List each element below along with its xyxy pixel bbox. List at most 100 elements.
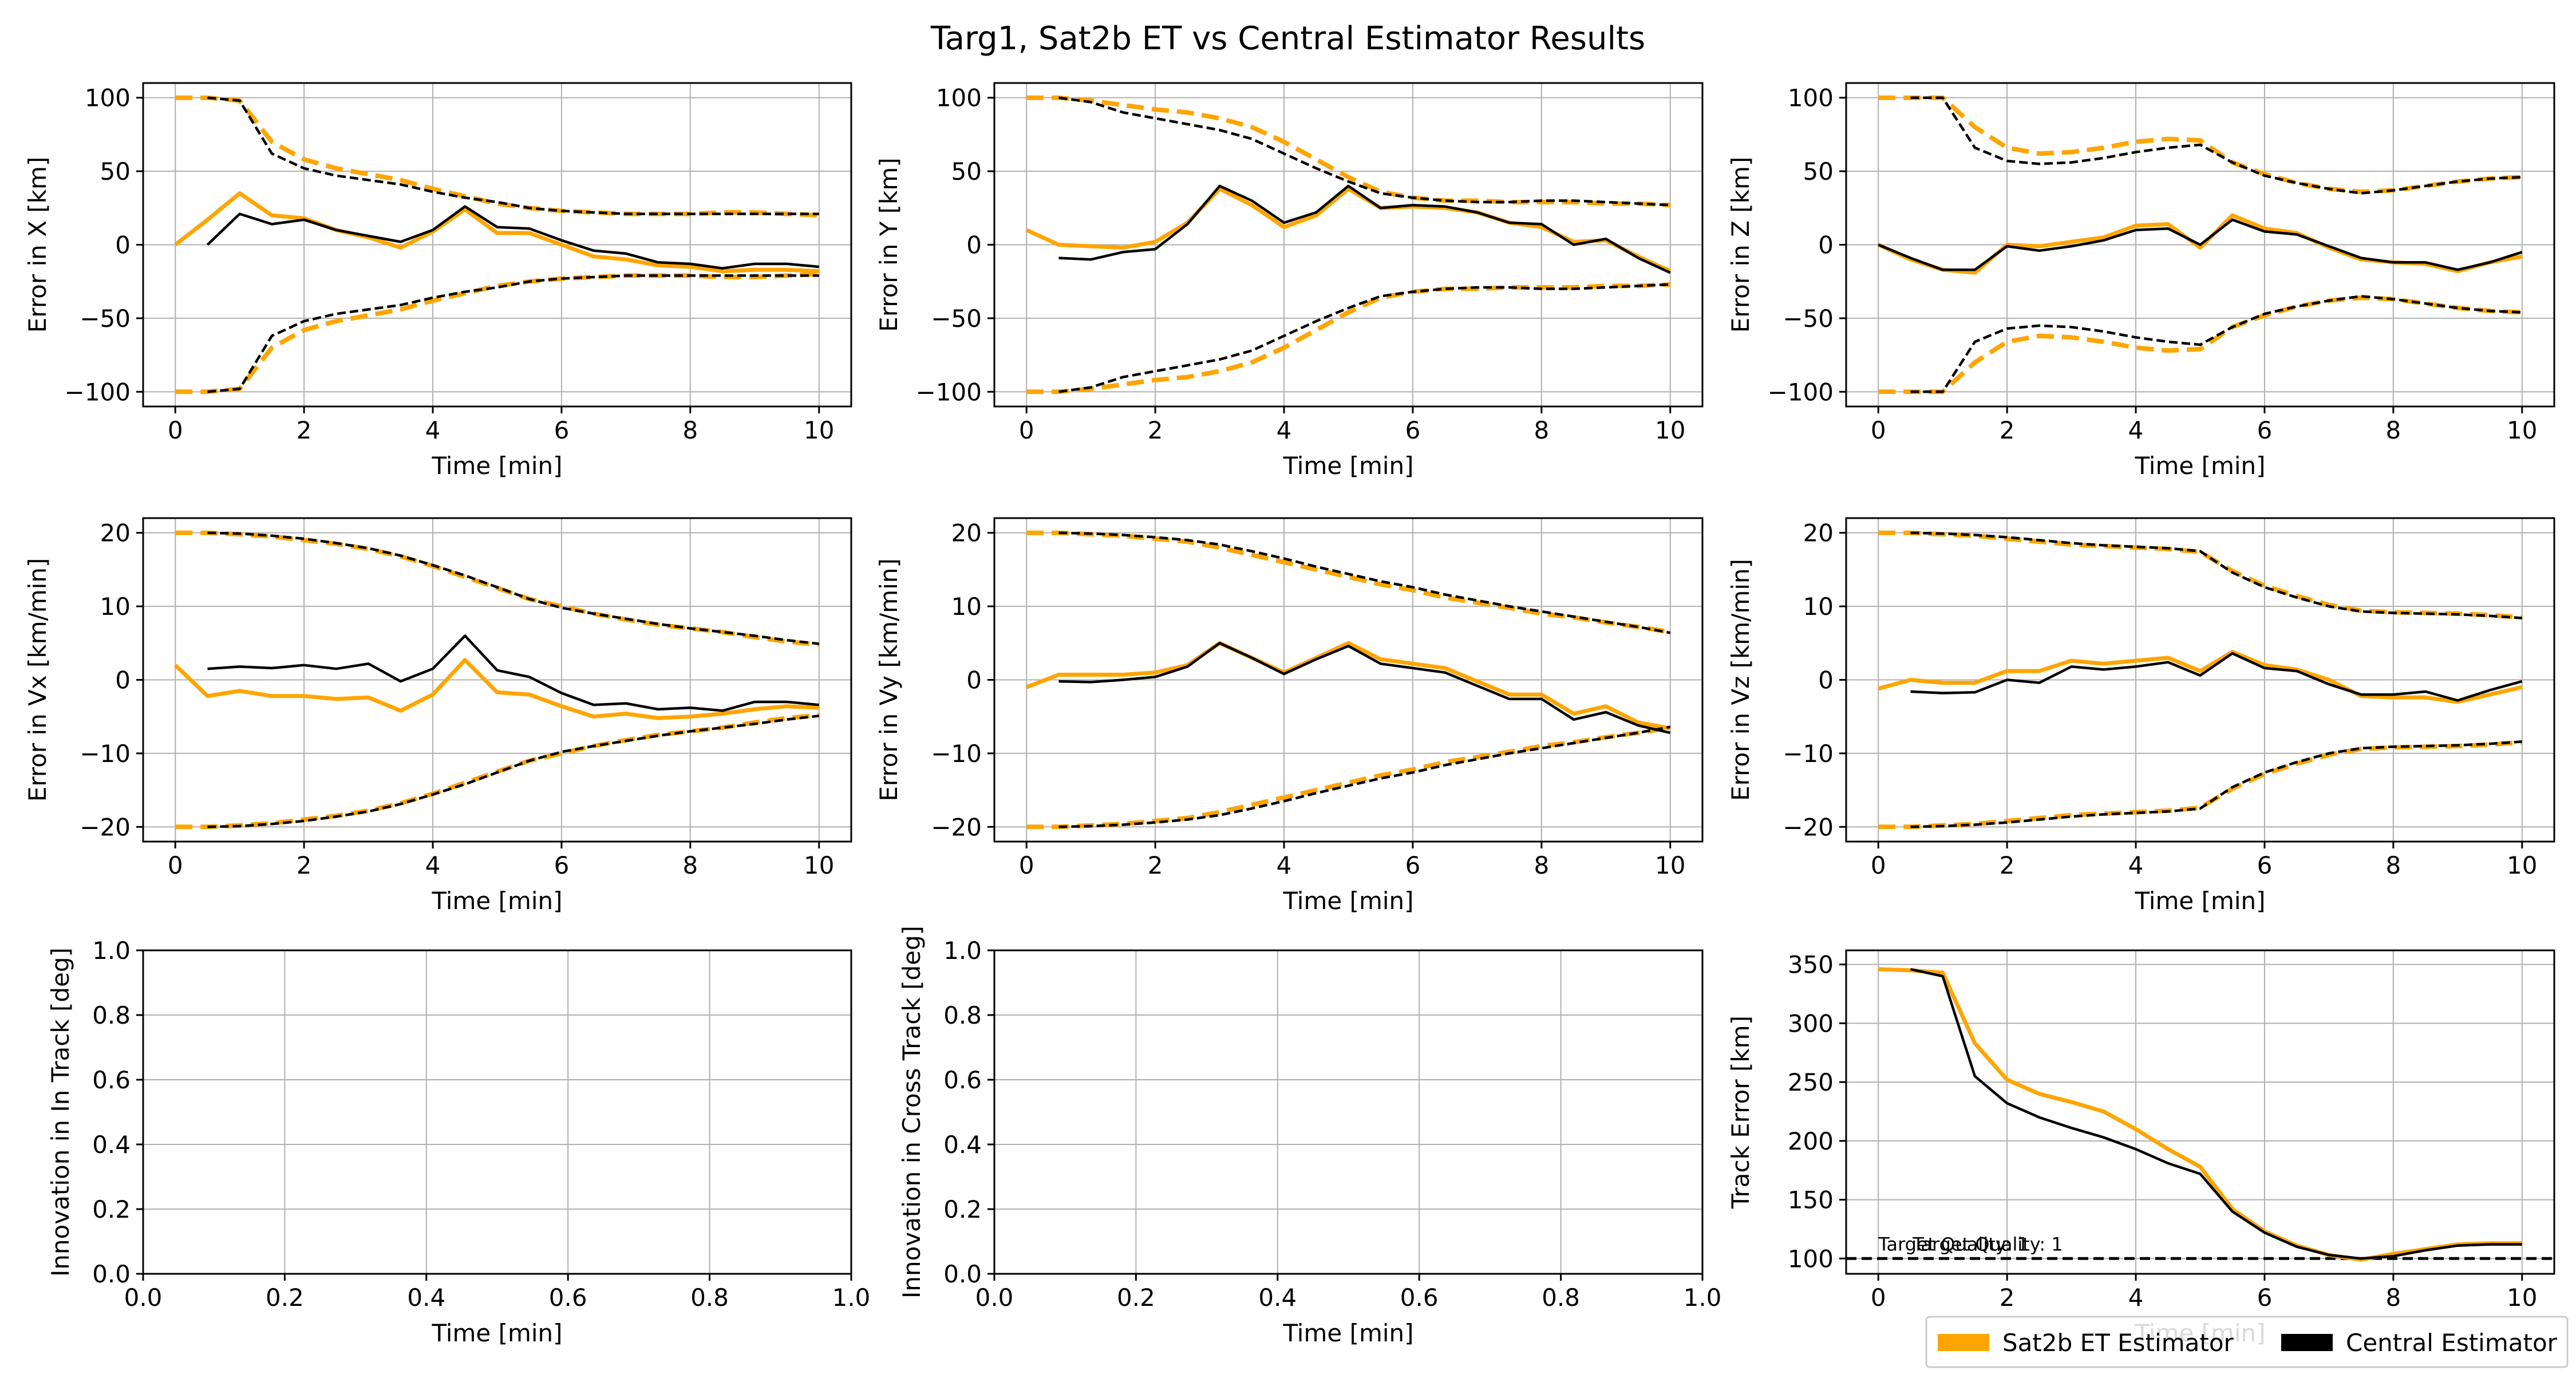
series-sat2b-error: [1878, 650, 2523, 704]
x-tick-label: 10: [2507, 416, 2537, 444]
x-tick-label: 2: [2000, 1284, 2015, 1312]
x-tick-label: 0.6: [1400, 1284, 1439, 1312]
y-tick-label: 100: [1788, 1245, 1834, 1273]
x-tick-label: 0.8: [1542, 1284, 1580, 1312]
panel-error-x: 0 2 4 6 8 10 −100 −50 0 50 100 Time [min] Error in X…: [23, 82, 852, 480]
x-tick-label: 0: [1019, 851, 1034, 879]
x-tick-label: 10: [1655, 851, 1685, 879]
y-tick-label: 20: [951, 519, 982, 547]
series-sat2b-error: [173, 658, 819, 720]
x-tick-label: 2: [1148, 416, 1163, 444]
x-tick-label: 0: [168, 851, 183, 879]
y-tick-label: 0.0: [92, 1260, 131, 1288]
y-axis-label: Innovation in In Track [deg]: [46, 947, 74, 1277]
x-tick-label: 1.0: [1684, 1284, 1722, 1312]
plot-area-error-vy: [1025, 530, 1671, 830]
x-axis-label: Time [min]: [431, 1319, 562, 1347]
y-tick-label: 0.6: [92, 1066, 131, 1094]
x-tick-label: 4: [2128, 1284, 2144, 1312]
y-tick-label: 20: [100, 519, 131, 547]
y-tick-label: 0.0: [943, 1260, 982, 1288]
legend: Sat2b ET Estimator Central Estimator: [1925, 1316, 2569, 1368]
x-tick-label: 8: [2385, 416, 2401, 444]
panel-error-y: 0 2 4 6 8 10 −100 −50 0 50 100 Time [min] Error in Y…: [875, 82, 1704, 480]
y-tick-label: −20: [80, 813, 131, 841]
x-tick-label: 8: [2385, 851, 2401, 879]
y-axis-label: Error in Vx [km/min]: [23, 558, 52, 802]
y-tick-label: 0: [966, 666, 982, 694]
axes-frame: [1845, 949, 2555, 1275]
legend-swatch-central: [2281, 1334, 2333, 1351]
panel-error-vx: 0 2 4 6 8 10 −20 −10 0 10 20 Time [min] Error in Vx …: [23, 517, 852, 915]
x-tick-label: 8: [1534, 416, 1549, 444]
x-tick-label: 6: [1405, 416, 1421, 444]
series-central-error: [207, 634, 820, 712]
legend-label-central: Central Estimator: [2346, 1329, 2558, 1357]
y-axis-label: Track Error [km]: [1726, 1016, 1755, 1209]
y-tick-label: 0.4: [92, 1131, 131, 1159]
legend-label-sat2b: Sat2b ET Estimator: [2002, 1329, 2234, 1357]
y-tick-label: 0.8: [943, 1001, 982, 1029]
y-tick-label: 50: [951, 157, 982, 185]
y-tick-label: 100: [936, 84, 982, 112]
y-tick-label: 50: [1803, 157, 1834, 185]
series-sat2b-sigma-lower: [1878, 740, 2523, 830]
x-tick-label: 6: [554, 851, 570, 879]
y-tick-label: 250: [1788, 1068, 1834, 1096]
y-tick-label: 150: [1788, 1186, 1834, 1214]
y-tick-label: −20: [931, 813, 982, 841]
y-tick-label: −100: [1768, 378, 1834, 406]
plot-area-error-vx: [173, 530, 820, 830]
series-central-error: [206, 205, 820, 270]
figure-title: Targ1, Sat2b ET vs Central Estimator Res…: [930, 20, 1645, 57]
x-axis-label: Time [min]: [1282, 452, 1413, 480]
y-tick-label: −50: [1783, 305, 1834, 333]
y-axis-label: Error in Z [km]: [1726, 157, 1755, 333]
x-tick-label: 10: [2507, 851, 2537, 879]
x-tick-label: 2: [2000, 416, 2015, 444]
y-tick-label: 1.0: [943, 937, 982, 965]
panel-error-vz: 0 2 4 6 8 10 −20 −10 0 10 20 Time [min] Error in Vz …: [1726, 517, 2555, 915]
x-tick-label: 8: [1534, 851, 1549, 879]
x-tick-label: 4: [2128, 851, 2144, 879]
y-tick-label: 200: [1788, 1127, 1834, 1155]
y-tick-label: 50: [100, 157, 131, 185]
series-central-sigma-lower: [207, 274, 819, 393]
panel-innovation-in-track: 0.0 0.2 0.4 0.6 0.8 1.0 0.0 0.2 0.4 0.6 0.8 1.0 Time…: [46, 937, 870, 1347]
y-axis-label: Error in X [km]: [23, 157, 52, 333]
series-central-error: [1878, 218, 2523, 271]
x-axis-label: Time [min]: [2134, 452, 2265, 480]
series-central-track: [1910, 968, 2522, 1260]
x-tick-label: 10: [1655, 416, 1685, 444]
x-tick-label: 6: [554, 416, 570, 444]
x-axis-label: Time [min]: [1282, 887, 1413, 915]
target-quality-annotation: Target Quality: 1: [1912, 1233, 2063, 1255]
series-central-error: [1058, 184, 1671, 274]
y-tick-label: −20: [1783, 813, 1834, 841]
legend-frame: [1925, 1316, 2569, 1368]
y-tick-label: 0: [1818, 666, 1834, 694]
x-tick-label: 2: [1148, 851, 1163, 879]
x-tick-label: 4: [425, 416, 441, 444]
x-tick-label: 6: [1405, 851, 1421, 879]
y-tick-label: 10: [100, 593, 131, 621]
y-tick-label: 100: [85, 84, 131, 112]
x-tick-label: 10: [804, 851, 834, 879]
x-axis-label: Time [min]: [431, 452, 562, 480]
series-sat2b-sigma-upper: [1026, 95, 1670, 208]
panel-innovation-cross-track: 0.0 0.2 0.4 0.6 0.8 1.0 0.0 0.2 0.4 0.6 0.8 1.0 Time…: [898, 926, 1721, 1347]
y-axis-label: Innovation in Cross Track [deg]: [898, 926, 926, 1298]
y-tick-label: 20: [1803, 519, 1834, 547]
y-tick-label: 10: [951, 593, 982, 621]
series-sat2b-track: [1878, 967, 2522, 1262]
y-tick-label: 0: [115, 666, 131, 694]
y-axis-label: Error in Vy [km/min]: [875, 558, 903, 802]
axes-frame: [142, 949, 852, 1275]
y-axis-label: Error in Vz [km/min]: [1726, 559, 1755, 801]
plot-area-error-y: [1025, 95, 1672, 394]
y-tick-label: 100: [1788, 84, 1834, 112]
series-central-sigma-upper: [1910, 96, 2522, 195]
x-tick-label: 0.2: [266, 1284, 304, 1312]
x-tick-label: 0.4: [1258, 1284, 1297, 1312]
